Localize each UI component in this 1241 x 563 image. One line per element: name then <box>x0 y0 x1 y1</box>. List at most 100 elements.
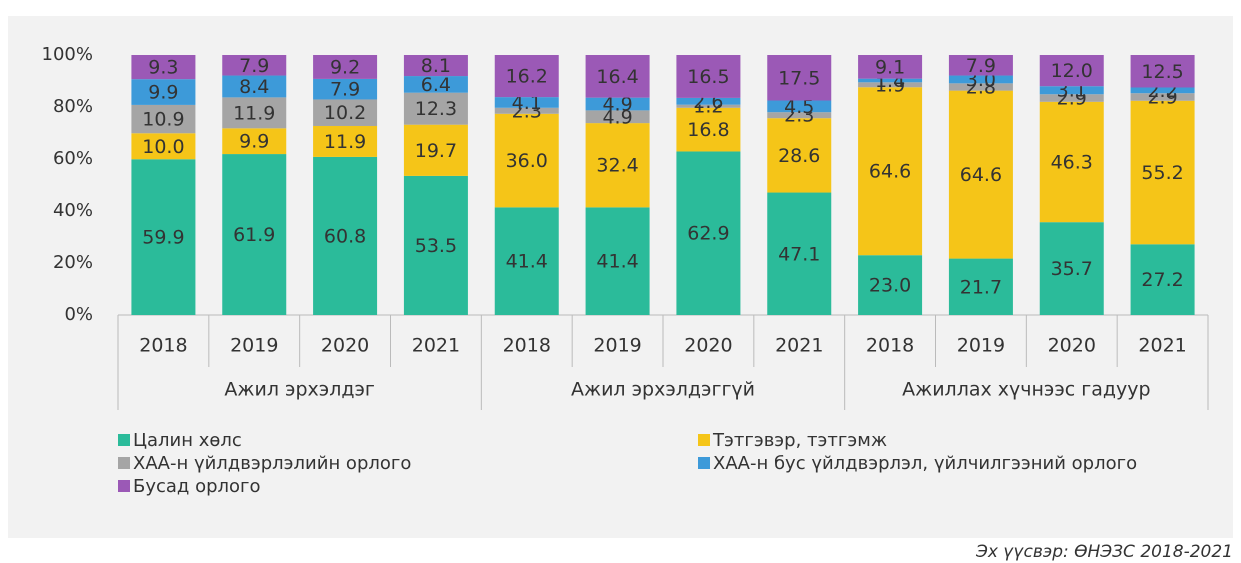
bar-segment <box>222 97 287 129</box>
data-label: 4.5 <box>784 96 814 118</box>
legend-swatch <box>118 480 130 492</box>
group-label: Ажил эрхэлдэг <box>224 379 375 401</box>
data-label: 46.3 <box>1051 151 1093 173</box>
legend-swatch <box>698 457 710 469</box>
x-tick-label: 2018 <box>866 335 914 357</box>
data-label: 16.5 <box>687 66 729 88</box>
bar-segment <box>313 156 378 315</box>
x-tick-label: 2018 <box>139 335 187 357</box>
bar-segment <box>1130 93 1195 101</box>
y-tick-label: 40% <box>53 200 93 221</box>
bar-segment <box>222 75 287 98</box>
data-label: 6.4 <box>421 74 451 96</box>
bar-segment <box>131 133 196 160</box>
group-label: Ажиллах хүчнээс гадуур <box>902 379 1150 401</box>
bar-segment <box>585 110 650 124</box>
y-tick-label: 60% <box>53 148 93 169</box>
bar-segment <box>1039 101 1104 223</box>
bar-segment <box>767 192 832 315</box>
bar-segment <box>313 99 378 126</box>
bar-segment <box>585 207 650 315</box>
data-label: 4.9 <box>602 106 632 128</box>
data-label: 62.9 <box>687 223 729 245</box>
data-label: 32.4 <box>596 155 638 177</box>
bar-segment <box>676 97 741 105</box>
legend-swatch <box>118 457 130 469</box>
data-label: 11.9 <box>324 131 366 153</box>
data-label: 4.9 <box>602 94 632 116</box>
data-label: 10.9 <box>142 109 184 131</box>
x-tick-label: 2020 <box>321 335 369 357</box>
bar-segment <box>676 104 741 108</box>
bar-segment <box>948 258 1013 315</box>
bar-segment <box>313 78 378 100</box>
legend-label: ХАА-н бус үйлдвэрлэл, үйлчилгээний орлог… <box>713 453 1137 474</box>
data-label: 16.4 <box>596 66 638 88</box>
data-label: 53.5 <box>415 235 457 257</box>
data-label: 60.8 <box>324 225 366 247</box>
bar-segment <box>1130 87 1195 94</box>
data-label: 59.9 <box>142 227 184 249</box>
bar-segment <box>131 104 196 134</box>
data-label: 12.5 <box>1141 61 1183 83</box>
data-label: 41.4 <box>506 251 548 273</box>
x-tick-label: 2020 <box>684 335 732 357</box>
bar-segment <box>403 124 468 176</box>
x-tick-label: 2021 <box>775 335 823 357</box>
bar-segment <box>403 55 468 77</box>
bar-segment <box>131 55 196 80</box>
data-label: 36.0 <box>506 150 548 172</box>
bar-segment <box>1039 55 1104 87</box>
bar-segment <box>948 75 1013 84</box>
data-label: 9.3 <box>148 57 178 79</box>
x-tick-label: 2019 <box>230 335 278 357</box>
x-tick-label: 2021 <box>1138 335 1186 357</box>
data-label: 10.0 <box>142 136 184 158</box>
legend-label: Цалин хөлс <box>133 430 242 451</box>
y-tick-label: 0% <box>64 304 93 325</box>
bar-segment <box>494 107 559 114</box>
bar-segment <box>1130 55 1195 88</box>
bar-segment <box>1039 94 1104 102</box>
legend-label: ХАА-н үйлдвэрлэлийн орлого <box>133 453 411 474</box>
x-tick-label: 2019 <box>957 335 1005 357</box>
data-label: 7.9 <box>330 79 360 101</box>
bar-segment <box>676 55 741 98</box>
data-label: 10.2 <box>324 102 366 124</box>
bar-segment <box>585 97 650 111</box>
bar-segment <box>494 207 559 315</box>
bar-segment <box>222 154 287 315</box>
data-label: 8.4 <box>239 76 269 98</box>
bar-segment <box>858 55 923 79</box>
data-label: 35.7 <box>1051 258 1093 280</box>
data-label: 28.6 <box>778 145 820 167</box>
legend-label: Бусад орлого <box>133 476 261 497</box>
data-label: 7.9 <box>966 55 996 77</box>
bar-segment <box>948 83 1013 91</box>
bar-segment <box>767 112 832 119</box>
x-tick-label: 2018 <box>503 335 551 357</box>
data-label: 4.1 <box>512 92 542 114</box>
bar-segment <box>585 123 650 208</box>
data-label: 12.0 <box>1051 60 1093 82</box>
group-label: Ажил эрхэлдэггүй <box>571 379 755 401</box>
bar-segment <box>1130 244 1195 315</box>
bar-segment <box>494 113 559 208</box>
data-label: 23.0 <box>869 275 911 297</box>
data-label: 12.3 <box>415 98 457 120</box>
bar-segment <box>131 79 196 105</box>
bar-segment <box>767 100 832 113</box>
bar-segment <box>222 55 287 76</box>
bar-segment <box>858 78 923 83</box>
data-label: 21.7 <box>960 276 1002 298</box>
data-label: 47.1 <box>778 243 820 265</box>
data-label: 27.2 <box>1141 269 1183 291</box>
y-tick-label: 100% <box>42 44 93 65</box>
data-label: 61.9 <box>233 224 275 246</box>
bar-segment <box>585 55 650 98</box>
bar-segment <box>858 255 923 315</box>
legend-swatch <box>698 434 710 446</box>
data-label: 9.9 <box>239 131 269 153</box>
legend-label: Тэтгэвэр, тэтгэмж <box>712 430 887 451</box>
